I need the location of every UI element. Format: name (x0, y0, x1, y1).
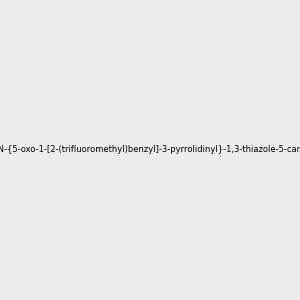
Text: 4-methyl-N-{5-oxo-1-[2-(trifluoromethyl)benzyl]-3-pyrrolidinyl}-1,3-thiazole-5-c: 4-methyl-N-{5-oxo-1-[2-(trifluoromethyl)… (0, 146, 300, 154)
